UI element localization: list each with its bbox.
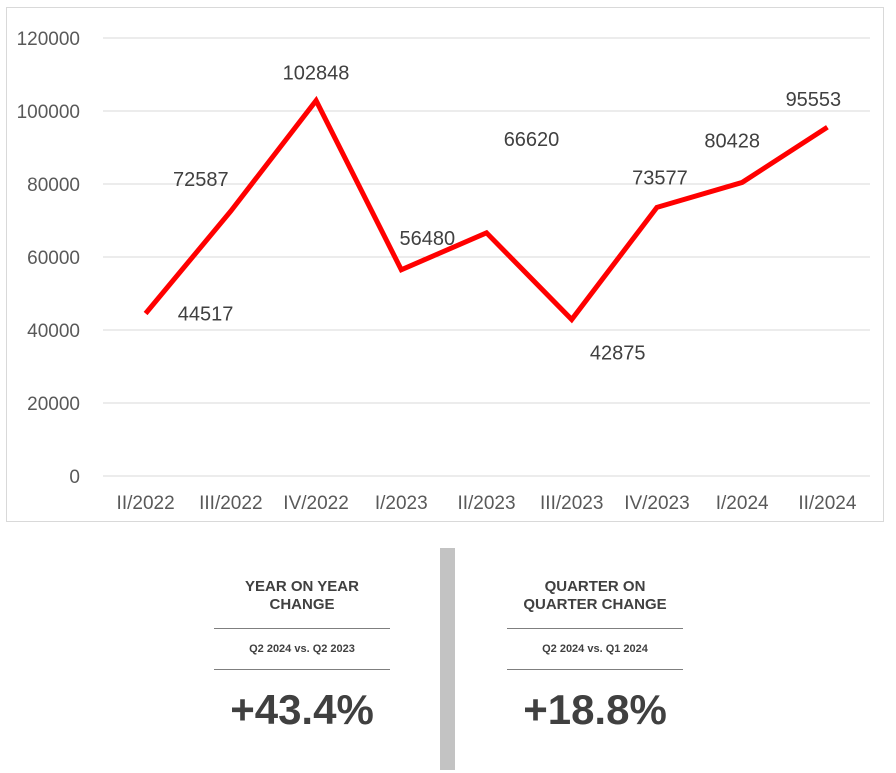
gridlines [103,37,870,477]
qoq-title: QUARTER ON QUARTER CHANGE [523,578,667,613]
x-tick-label: I/2024 [716,493,769,514]
panel-divider [440,548,455,770]
data-labels: 44517 72587 102848 56480 66620 42875 73577 8042… [173,63,841,365]
x-tick-label: III/2022 [199,493,262,514]
x-tick-label: III/2023 [540,493,603,514]
data-label: 80428 [704,130,760,152]
yoy-title: YEAR ON YEAR CHANGE [245,578,359,613]
x-tick-label: II/2024 [798,493,857,514]
qoq-value: +18.8% [523,686,667,733]
qoq-compare: Q2 2024 vs. Q1 2024 [542,643,648,655]
y-tick-label: 40000 [27,321,80,342]
yoy-value: +43.4% [230,686,374,733]
data-label: 66620 [504,129,560,151]
qoq-rule-top [507,628,683,629]
x-axis-ticks: II/2022 III/2022 IV/2022 I/2023 II/2023 III/2… [117,493,857,514]
yoy-stat-panel: YEAR ON YEAR CHANGE Q2 2024 vs. Q2 2023 … [214,570,390,734]
line-chart: 0 20000 40000 60000 80000 100000 120000 II/202… [6,7,884,522]
yoy-rule-bottom [214,669,390,670]
data-label: 56480 [399,228,455,250]
y-tick-label: 120000 [17,29,80,50]
x-tick-label: IV/2022 [283,493,349,514]
x-tick-label: II/2023 [457,493,515,514]
y-tick-label: 80000 [27,175,80,196]
y-tick-label: 0 [69,467,80,488]
qoq-stat-panel: QUARTER ON QUARTER CHANGE Q2 2024 vs. Q1… [507,570,683,734]
yoy-rule-top [214,628,390,629]
x-tick-label: II/2022 [117,493,175,514]
data-label: 42875 [590,343,646,365]
yoy-compare: Q2 2024 vs. Q2 2023 [249,643,355,655]
series-line-layer [143,95,829,324]
x-tick-label: IV/2023 [624,493,690,514]
y-tick-label: 60000 [27,248,80,269]
y-tick-label: 20000 [27,394,80,415]
data-label: 44517 [178,304,234,326]
qoq-rule-bottom [507,669,683,670]
y-axis-ticks: 0 20000 40000 60000 80000 100000 120000 [17,29,80,488]
data-label: 102848 [283,63,350,85]
data-label: 95553 [786,89,842,111]
data-label: 72587 [173,169,229,191]
data-label: 73577 [632,167,688,189]
series-line [143,95,829,324]
x-tick-label: I/2023 [375,493,428,514]
y-tick-label: 100000 [17,102,80,123]
chart-border [6,7,884,522]
